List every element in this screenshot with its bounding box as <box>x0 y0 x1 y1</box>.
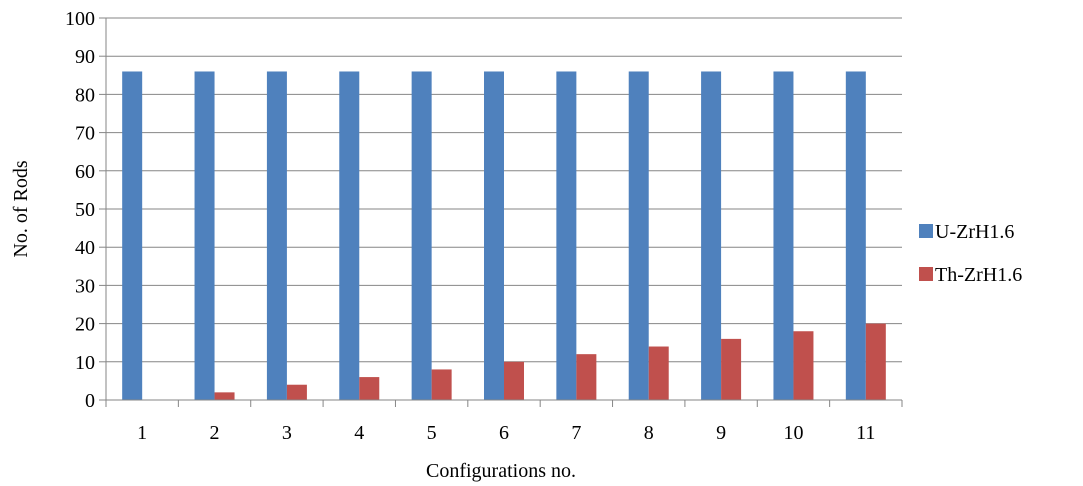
bar-u-zrh-6 <box>484 71 504 400</box>
x-tick-label: 11 <box>856 422 875 444</box>
bar-th-zrh-2 <box>214 392 235 400</box>
bar-u-zrh-3 <box>266 71 287 400</box>
y-tick-label: 90 <box>75 46 95 68</box>
y-tick-labels: 0 10 20 30 40 50 60 70 80 90 100 <box>65 8 106 412</box>
bars <box>122 71 886 400</box>
y-tick-label: 40 <box>75 237 95 259</box>
x-tick-label: 8 <box>644 422 654 444</box>
x-tick-label: 2 <box>210 422 220 444</box>
bar-u-zrh-5 <box>411 71 432 400</box>
bar-th-zrh-4 <box>359 377 380 400</box>
bar-u-zrh-9 <box>701 71 722 400</box>
x-tick-label: 1 <box>137 422 147 444</box>
y-tick-label: 50 <box>75 199 95 221</box>
bar-u-zrh-7 <box>556 71 577 400</box>
x-tick-label: 7 <box>571 422 581 444</box>
bar-u-zrh-8 <box>628 71 649 400</box>
bar-u-zrh-11 <box>845 71 866 400</box>
bar-th-zrh-8 <box>648 346 669 400</box>
bar-th-zrh-7 <box>576 354 597 400</box>
y-tick-label: 60 <box>75 161 95 183</box>
bar-th-zrh-10 <box>793 331 814 400</box>
bar-th-zrh-6 <box>504 361 524 400</box>
legend-swatch <box>919 267 933 281</box>
y-tick-label: 20 <box>75 314 95 336</box>
y-tick-label: 10 <box>75 352 95 374</box>
y-tick-label: 30 <box>75 275 95 297</box>
x-tick-labels: 1 2 3 4 5 6 7 8 9 10 11 <box>105 400 903 444</box>
y-tick-label: 0 <box>85 390 95 412</box>
bar-th-zrh-3 <box>286 384 307 400</box>
legend-label: Th-ZrH1.6 <box>935 264 1022 286</box>
x-tick-label: 5 <box>427 422 437 444</box>
bar-u-zrh-10 <box>773 71 794 400</box>
bar-th-zrh-9 <box>721 338 742 400</box>
x-tick-label: 6 <box>499 422 509 444</box>
legend-label: U-ZrH1.6 <box>935 221 1014 243</box>
bar-th-zrh-5 <box>431 369 452 400</box>
x-tick-label: 4 <box>354 422 364 444</box>
bar-u-zrh-2 <box>194 71 215 400</box>
x-tick-label: 3 <box>282 422 292 444</box>
y-axis-title: No. of Rods <box>10 160 32 257</box>
x-axis-title: Configurations no. <box>426 460 576 482</box>
bar-u-zrh-1 <box>122 71 143 400</box>
y-tick-label: 100 <box>65 8 95 30</box>
legend: U-ZrH1.6 Th-ZrH1.6 <box>919 221 1022 286</box>
x-tick-label: 9 <box>716 422 726 444</box>
bar-th-zrh-11 <box>865 323 886 400</box>
y-tick-label: 80 <box>75 84 95 106</box>
x-tick-label: 10 <box>783 422 803 444</box>
legend-swatch <box>919 224 933 238</box>
bar-u-zrh-4 <box>339 71 360 400</box>
y-tick-label: 70 <box>75 123 95 145</box>
